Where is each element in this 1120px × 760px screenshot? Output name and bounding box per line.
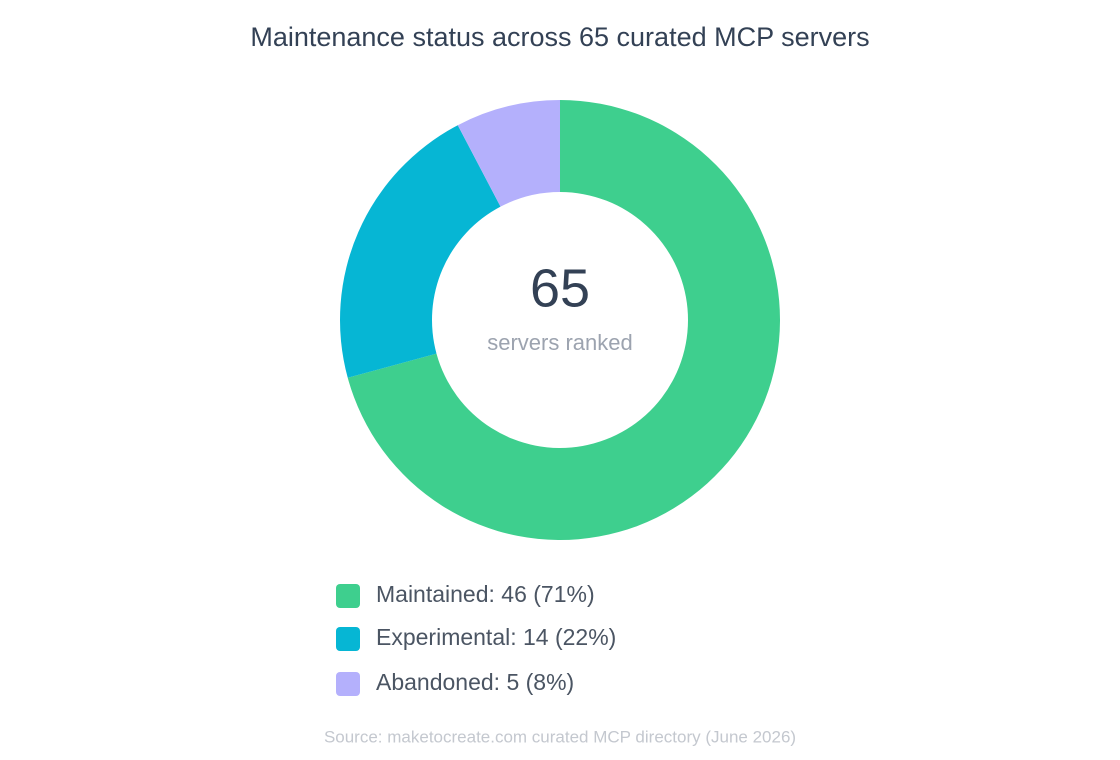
center-label: servers ranked: [487, 330, 633, 355]
source-note: Source: maketocreate.com curated MCP dir…: [324, 727, 796, 746]
legend: Maintained: 46 (71%) Experimental: 14 (22…: [336, 581, 616, 696]
legend-swatch: [336, 672, 360, 696]
donut-slice: [457, 100, 560, 207]
legend-swatch: [336, 584, 360, 608]
donut: [340, 100, 780, 541]
center-value: 65: [530, 258, 590, 318]
donut-slice: [340, 125, 501, 378]
legend-swatch: [336, 627, 360, 651]
legend-label: Experimental: 14 (22%): [376, 624, 616, 650]
legend-label: Maintained: 46 (71%): [376, 581, 595, 607]
donut-slice: [347, 100, 780, 541]
legend-label: Abandoned: 5 (8%): [376, 669, 574, 695]
chart-title: Maintenance status across 65 curated MCP…: [250, 22, 869, 52]
